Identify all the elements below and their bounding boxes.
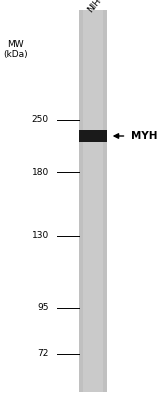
Text: 180: 180 [32,168,49,176]
Text: 72: 72 [38,350,49,358]
Text: 130: 130 [32,232,49,240]
Text: MW
(kDa): MW (kDa) [3,40,28,59]
Text: 95: 95 [37,304,49,312]
Text: 250: 250 [32,116,49,124]
Bar [79,10,107,392]
Bar [79,130,107,142]
Text: MYH10: MYH10 [131,131,158,141]
Bar [83,10,103,392]
Text: NIH-3T3: NIH-3T3 [85,0,116,14]
